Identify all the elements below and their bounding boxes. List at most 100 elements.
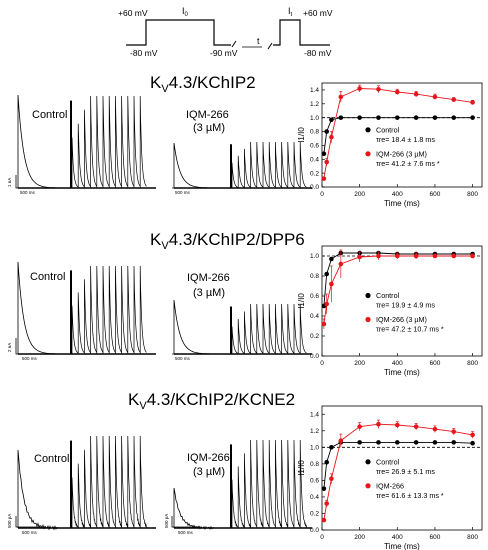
- x-tick-label: 200: [354, 534, 365, 541]
- data-point: [451, 115, 457, 120]
- y-tick-label: 0.0: [310, 184, 319, 191]
- trace-test-pulse: [90, 95, 98, 188]
- data-point: [324, 159, 330, 165]
- scale-bar-1b: 500 ms: [172, 187, 200, 195]
- legend-name: IQM-266 (3 µM): [376, 149, 427, 158]
- y-tick-label: 0.6: [310, 478, 319, 485]
- data-point: [324, 459, 330, 465]
- series-iqm266: [321, 84, 475, 181]
- trace-test-pulse: [133, 95, 141, 188]
- trace-test-pulse: [77, 292, 85, 354]
- trace-test-pulse: [133, 265, 141, 354]
- scale-y-1: 1 nA: [7, 178, 12, 187]
- data-point: [357, 115, 362, 120]
- y-tick-label: 1.4: [310, 411, 319, 418]
- x-tick-label: 600: [430, 534, 441, 541]
- trace-test-pulse: [256, 439, 264, 528]
- scale-x-1: 500 ms: [20, 190, 36, 195]
- data-point: [470, 115, 475, 120]
- trace-test-pulse: [84, 449, 92, 528]
- y-tick-label: 0.4: [310, 494, 319, 501]
- trace-set-3: [17, 261, 156, 355]
- data-point: [329, 117, 334, 123]
- protocol-break-2: [267, 42, 273, 50]
- trace-test-pulse: [77, 123, 85, 188]
- trace-test-pulse: [127, 435, 135, 528]
- data-point: [329, 445, 334, 450]
- data-point: [413, 424, 419, 429]
- data-point: [321, 176, 327, 181]
- protocol-i0: I0: [182, 6, 189, 18]
- series-control: [321, 115, 475, 157]
- data-point: [432, 426, 438, 432]
- data-point: [451, 97, 457, 102]
- trace-test-pulse: [250, 439, 257, 528]
- drug-conc-3: (3 µM): [193, 466, 225, 478]
- legend-marker: [365, 127, 371, 133]
- data-point: [432, 115, 438, 120]
- data-point: [376, 115, 381, 120]
- trace-test-pulse: [244, 311, 251, 354]
- trace-test-pulse: [102, 435, 110, 528]
- data-point: [394, 253, 400, 259]
- trace-test-pulse: [268, 303, 276, 354]
- protocol-trace: [126, 19, 231, 46]
- trace-test-pulse: [237, 466, 245, 528]
- trace-block-edge: [230, 144, 232, 188]
- trace-test-pulse: [299, 439, 307, 528]
- y-tick-label: 0.2: [310, 170, 319, 177]
- trace-test-pulse: [127, 95, 135, 188]
- legend-marker: [365, 292, 371, 299]
- trace-test-pulse: [121, 95, 129, 188]
- data-point: [338, 261, 344, 267]
- x-tick-label: 600: [430, 360, 441, 367]
- current-traces: [17, 94, 312, 531]
- series-iqm266: [321, 249, 475, 329]
- protocol-t-label: t: [257, 36, 260, 46]
- trace-test-pulse: [262, 303, 270, 354]
- y-tick-label: 1.0: [310, 445, 319, 452]
- y-tick-label: 1.0: [310, 115, 319, 122]
- legend-tau: τre= 41.2 ± 7.6 ms *: [376, 159, 440, 168]
- trace-test-pulse: [96, 95, 104, 188]
- trace-test-pulse: [250, 303, 258, 354]
- trace-test-pulse: [96, 435, 104, 528]
- legend-tau: τre= 47.2 ± 10.7 ms *: [376, 325, 444, 334]
- trace-test-pulse: [71, 477, 79, 528]
- trace-test-pulse: [275, 303, 282, 354]
- scale-bar-3b: 500 pA 500 ms: [164, 514, 200, 535]
- trace-test-pulse: [293, 303, 301, 354]
- data-point: [321, 486, 327, 491]
- trace-test-pulse: [90, 265, 98, 354]
- control-label-1: Control: [32, 109, 67, 121]
- protocol-v-hold1: +60 mV: [118, 8, 148, 18]
- data-point: [451, 440, 457, 445]
- trace-test-pulse: [71, 305, 79, 354]
- trace-test-pulse: [108, 435, 116, 528]
- data-point: [376, 421, 381, 427]
- x-tick-label: 800: [467, 534, 478, 541]
- trace-test-pulse: [102, 95, 110, 188]
- data-point: [357, 254, 362, 260]
- x-tick-label: 400: [392, 534, 403, 541]
- trace-set-6: [173, 439, 312, 530]
- data-point: [338, 438, 344, 444]
- data-point: [470, 100, 475, 105]
- trace-test-pulse: [121, 265, 129, 354]
- data-point: [321, 517, 327, 523]
- trace-test-pulse: [287, 303, 295, 354]
- y-tick-label: 1.0: [310, 253, 319, 260]
- trace-block-edge: [70, 100, 72, 188]
- trace-initial: [173, 299, 214, 355]
- y-tick-label: 0.2: [310, 333, 319, 340]
- panel-title-3: KV4.3/KChIP2/KCNE2: [128, 390, 295, 412]
- trace-test-pulse: [262, 141, 270, 188]
- legend-name: Control: [376, 291, 400, 300]
- scale-y-2: 2 nA: [7, 343, 12, 352]
- y-axis-label: I1/I0: [297, 293, 306, 309]
- series-control: [321, 440, 475, 491]
- data-point: [413, 440, 419, 445]
- x-tick-label: 600: [430, 191, 441, 198]
- drug-label-3: IQM-266: [187, 452, 230, 464]
- trace-test-pulse: [71, 137, 79, 188]
